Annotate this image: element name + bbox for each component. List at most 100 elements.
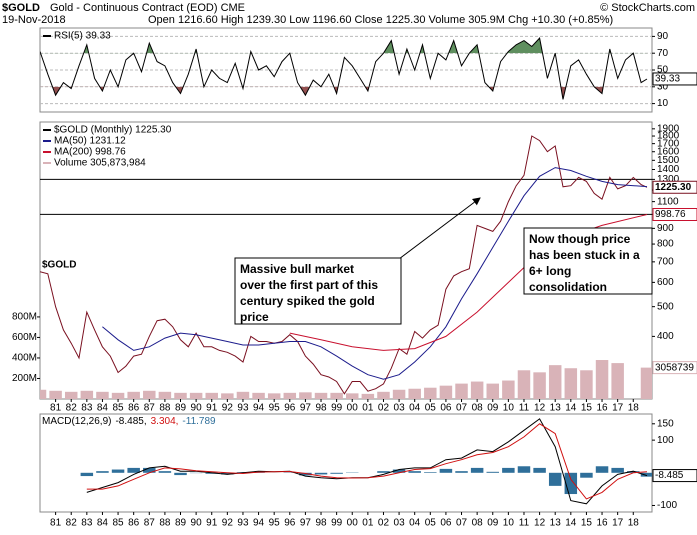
bar	[517, 370, 531, 399]
bar	[40, 389, 47, 399]
bar	[640, 367, 652, 399]
x-tick-label: 10	[503, 403, 515, 414]
x-tick-label: 99	[331, 518, 343, 529]
x-tick-label: 13	[550, 518, 562, 529]
bar	[377, 391, 390, 399]
bar	[580, 370, 593, 399]
x-tick-label: 14	[565, 518, 577, 529]
x-tick-label: 84	[97, 518, 109, 529]
x-tick-label: 18	[628, 518, 640, 529]
x-tick-label: 89	[175, 518, 187, 529]
y-tick-label: 50	[657, 65, 669, 76]
last-value-label: 3058739	[655, 362, 694, 373]
bar	[205, 392, 218, 399]
bar	[502, 380, 515, 399]
x-tick-label: 02	[378, 403, 390, 414]
y-tick-label: 70	[657, 48, 669, 59]
bar	[533, 372, 546, 399]
quote: Open 1216.60 High 1239.30 Low 1196.60 Cl…	[148, 14, 613, 26]
bar	[158, 391, 172, 399]
x-tick-label: 06	[440, 518, 452, 529]
x-tick-label: 06	[440, 403, 452, 414]
y-tick-label: 1600	[657, 146, 680, 157]
x-tick-label: 01	[362, 518, 374, 529]
series-line	[86, 423, 648, 500]
x-tick-label: 11	[519, 403, 530, 414]
x-tick-label: 85	[112, 403, 124, 414]
x-tick-label: 83	[81, 518, 93, 529]
x-tick-label: 14	[565, 403, 577, 414]
x-tick-label: 82	[66, 518, 78, 529]
annotation-line: price	[240, 310, 269, 324]
x-tick-label: 94	[253, 403, 265, 414]
bar	[314, 392, 328, 399]
bar	[424, 387, 437, 399]
x-tick-label: 96	[284, 518, 296, 529]
y-tick-label: 1100	[657, 196, 679, 207]
bar	[548, 365, 562, 399]
x-tick-label: 97	[300, 403, 312, 414]
x-tick-label: 16	[596, 403, 608, 414]
bar	[127, 391, 140, 399]
y-tick-label: 1300	[657, 174, 680, 185]
x-tick-label: 07	[456, 403, 468, 414]
x-tick-label: 04	[409, 403, 421, 414]
last-value-box	[652, 72, 697, 86]
bar	[127, 467, 140, 473]
annotation-line: century spiked the gold	[240, 294, 375, 308]
x-tick-label: 91	[206, 518, 218, 529]
x-tick-label: 15	[581, 403, 593, 414]
bar	[361, 393, 375, 399]
annotation-line: Now though price	[529, 232, 631, 246]
y2-tick-label: 200M	[12, 373, 37, 384]
bar	[143, 467, 156, 473]
y-tick-label: 800	[657, 239, 674, 250]
bar	[408, 388, 421, 399]
bar	[252, 392, 265, 399]
bar	[299, 472, 312, 476]
legend-entry: MA(200) 998.76	[54, 147, 126, 158]
last-value-box	[652, 180, 697, 194]
plot-area	[40, 37, 648, 100]
legend-entry: -11.789	[182, 416, 216, 427]
annotation-arrow	[394, 197, 481, 263]
x-tick-label: 89	[175, 403, 187, 414]
x-tick-label: 86	[128, 518, 140, 529]
series-line	[40, 37, 648, 100]
y-tick-label: 90	[657, 31, 669, 42]
y-tick-label: 100	[657, 435, 674, 446]
plot-area	[40, 135, 652, 399]
legend-entry: RSI(5) 39.33	[54, 31, 111, 42]
x-tick-label: 92	[222, 403, 234, 414]
x-tick-label: 96	[284, 403, 296, 414]
bar	[595, 360, 609, 399]
bar	[392, 469, 406, 473]
legend-entry: MA(50) 1231.12	[54, 136, 126, 147]
symbol: $GOLD	[2, 2, 40, 14]
bar	[424, 472, 437, 473]
bar	[611, 363, 624, 399]
x-tick-label: 98	[315, 518, 327, 529]
y-tick-label: 400	[657, 331, 674, 342]
x-tick-label: 82	[66, 403, 78, 414]
x-tick-label: 94	[253, 518, 265, 529]
bar	[283, 392, 297, 399]
y-tick-label: 1800	[657, 131, 680, 142]
bar	[64, 391, 78, 399]
bar	[502, 467, 515, 473]
bar	[346, 393, 359, 399]
bar	[314, 472, 328, 475]
bar	[80, 390, 94, 399]
x-tick-label: 01	[362, 403, 374, 414]
bar	[595, 466, 609, 473]
annotation-line: Massive bull market	[240, 262, 354, 276]
x-tick-label: 09	[487, 518, 499, 529]
series-line	[102, 167, 648, 380]
last-value-box	[652, 469, 697, 483]
x-tick-label: 87	[144, 403, 156, 414]
annotation-line: over the first part of this	[240, 278, 378, 292]
bar	[470, 381, 484, 399]
x-tick-label: 98	[315, 403, 327, 414]
